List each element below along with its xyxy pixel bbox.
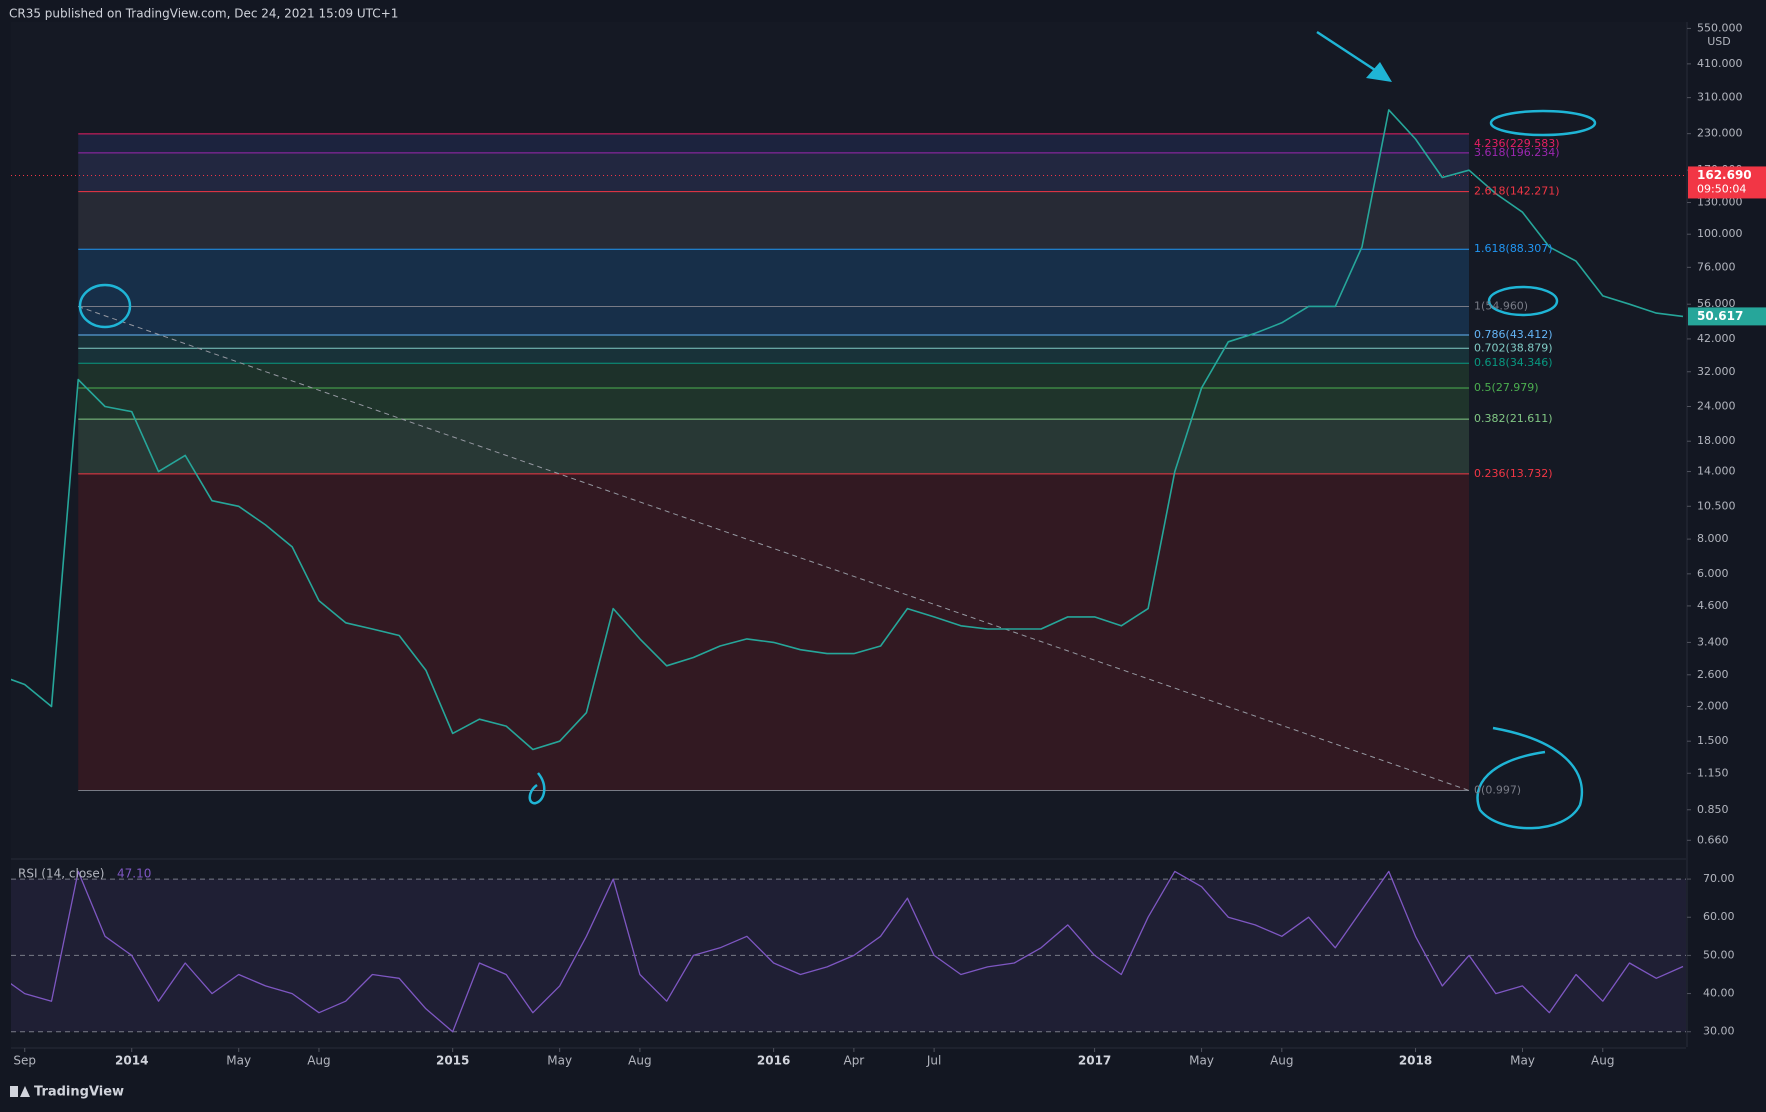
y-tick-label: 0.660 (1697, 833, 1729, 846)
y-tick-label: 32.000 (1697, 365, 1736, 378)
y-tick-label: 0.850 (1697, 803, 1729, 816)
y-tick-label: 4.600 (1697, 599, 1729, 612)
fib-band (78, 387, 1470, 420)
fib-level-label: 0.702(38.879) (1474, 341, 1553, 354)
header: CR35 published on TradingView.com, Dec 2… (9, 7, 398, 21)
x-tick-label: May (226, 1054, 251, 1068)
y-tick-label: 550.000 (1697, 21, 1743, 34)
y-tick-label: 2.000 (1697, 699, 1729, 712)
currency-label: USD (1707, 35, 1731, 48)
circle-annotation (1476, 726, 1584, 830)
fib-level-label: 1.618(88.307) (1474, 242, 1553, 255)
circle-annotation (1489, 109, 1597, 137)
series-line (11, 870, 1684, 1033)
fib-band (78, 473, 1470, 791)
y-tick-label: 130.000 (1697, 196, 1743, 209)
annotations (78, 30, 1597, 830)
y-tick-label: 3.400 (1697, 635, 1729, 648)
x-tick-label: 2014 (115, 1054, 148, 1068)
price-tag-countdown: 09:50:04 (1697, 182, 1746, 195)
x-tick-label: May (1189, 1054, 1214, 1068)
y-tick-label: 30.00 (1703, 1025, 1735, 1038)
x-tick-label: Aug (307, 1054, 330, 1068)
fib-level-label: 3.618(196.234) (1474, 146, 1560, 159)
y-tick-label: 14.000 (1697, 465, 1736, 478)
fib-band (78, 363, 1470, 388)
x-tick-label: 2015 (436, 1054, 469, 1068)
y-tick-label: 410.000 (1697, 57, 1743, 70)
footer-text: TradingView (34, 1085, 124, 1100)
y-tick-label: 56.000 (1697, 297, 1736, 310)
fib-band (78, 152, 1470, 192)
arrow-annotation (1316, 30, 1379, 74)
arrow-head (1366, 62, 1392, 82)
x-tick-label: Jul (926, 1054, 941, 1068)
x-tick-label: Aug (1591, 1054, 1614, 1068)
circle-annotation (1487, 285, 1559, 317)
fib-band (78, 191, 1470, 250)
x-tick-label: Aug (1270, 1054, 1293, 1068)
trend-line (78, 305, 1470, 791)
circle-annotation (78, 283, 132, 329)
y-tick-label: 2.600 (1697, 668, 1729, 681)
fib-level-label: 0.5(27.979) (1474, 381, 1539, 394)
x-tick-label: 2018 (1399, 1054, 1432, 1068)
x-tick-label: Sep (13, 1054, 36, 1068)
price-layer (11, 109, 1686, 792)
y-tick-label: 24.000 (1697, 399, 1736, 412)
fib-band (78, 306, 1470, 335)
x-tick-label: May (1510, 1054, 1535, 1068)
hook-annotation (528, 772, 546, 805)
fib-level-label: 0.618(34.346) (1474, 356, 1553, 369)
fib-band (78, 419, 1470, 474)
fib-level-label: 0.786(43.412) (1474, 328, 1553, 341)
y-tick-label: 42.000 (1697, 332, 1736, 345)
y-tick-label: 10.500 (1697, 499, 1736, 512)
y-tick-label: 100.000 (1697, 227, 1743, 240)
y-tick-label: 40.00 (1703, 987, 1735, 1000)
y-tick-label: 70.00 (1703, 872, 1735, 885)
price-pane (11, 22, 1686, 858)
y-tick-label: 50.00 (1703, 948, 1735, 961)
footer-logo: TradingView (10, 1085, 124, 1100)
x-tick-label: May (547, 1054, 572, 1068)
x-tick-label: Apr (843, 1054, 864, 1068)
y-tick-label: 6.000 (1697, 567, 1729, 580)
fib-level-label: 0(0.997) (1474, 784, 1521, 797)
rsi-pane (11, 860, 1686, 1047)
fib-level-label: 0.236(13.732) (1474, 467, 1553, 480)
y-tick-label: 76.000 (1697, 260, 1736, 273)
y-tick-label: 18.000 (1697, 434, 1736, 447)
rsi-legend-value: 47.10 (117, 867, 151, 881)
y-tick-label: 60.00 (1703, 910, 1735, 923)
y-tick-label: 230.000 (1697, 127, 1743, 140)
y-tick-label: 310.000 (1697, 91, 1743, 104)
y-tick-label: 1.150 (1697, 766, 1729, 779)
x-tick-label: 2017 (1078, 1054, 1111, 1068)
logo-shape (10, 1086, 18, 1097)
x-tick-label: 2016 (757, 1054, 790, 1068)
y-tick-label: 8.000 (1697, 532, 1729, 545)
fib-level-label: 1(54.960) (1474, 299, 1528, 312)
series-line (11, 109, 1684, 751)
fib-band (78, 133, 1470, 153)
price-tag (1688, 307, 1766, 326)
axes: 550.000410.000310.000230.000170.000130.0… (13, 21, 1766, 1068)
price-tag (1688, 166, 1766, 199)
rsi-layer (11, 870, 1686, 1033)
fib-band (78, 348, 1470, 364)
fib-level-label: 2.618(142.271) (1474, 185, 1560, 198)
price-tag-label: 50.617 (1697, 309, 1743, 323)
logo-shape (20, 1086, 30, 1097)
x-tick-label: Aug (628, 1054, 651, 1068)
fib-level-label: 0.382(21.611) (1474, 412, 1553, 425)
y-tick-label: 1.500 (1697, 734, 1729, 747)
fib-band (78, 249, 1470, 307)
fib-level-label: 4.236(229.583) (1474, 137, 1560, 150)
fib-band (78, 334, 1470, 349)
price-tag-label: 162.690 (1697, 168, 1752, 182)
rsi-title: RSI (14, close) (18, 867, 104, 881)
